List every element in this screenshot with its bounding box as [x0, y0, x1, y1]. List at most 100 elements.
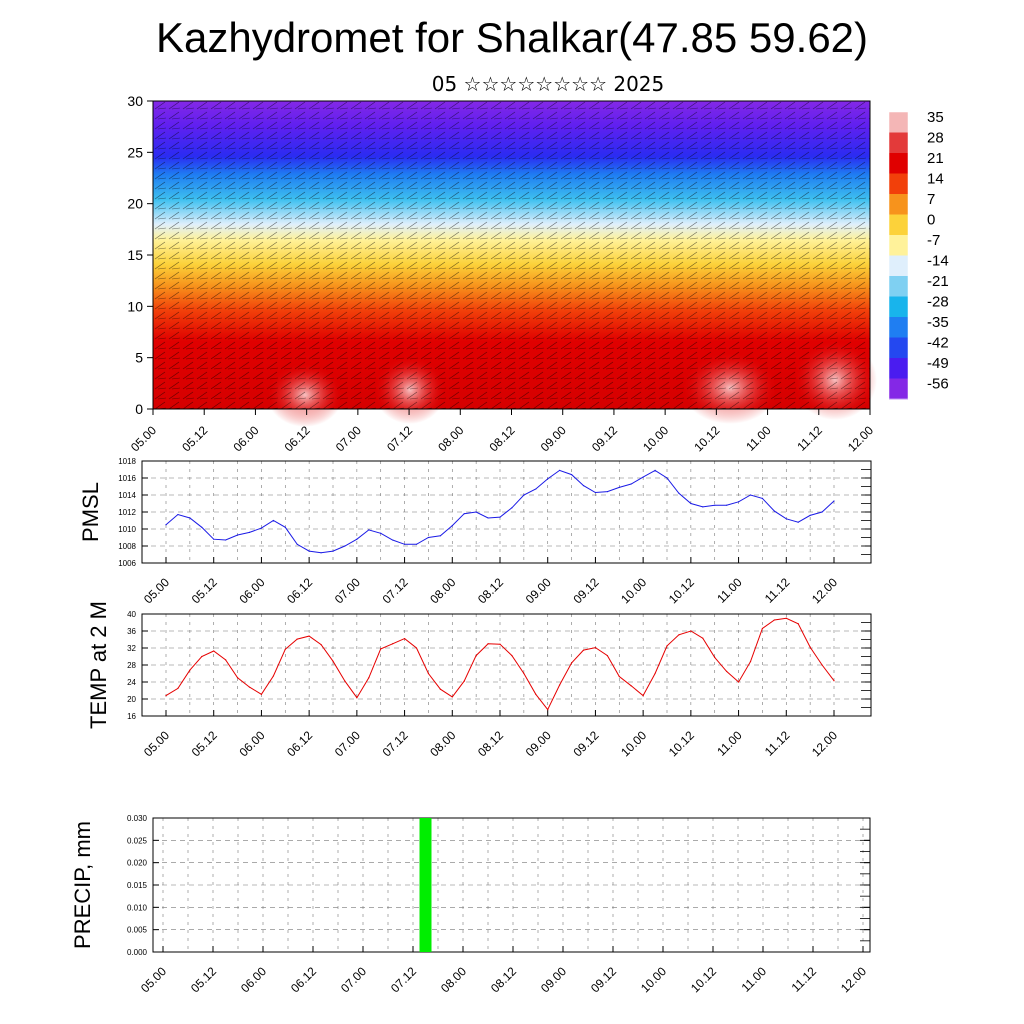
- data-point: [380, 532, 382, 534]
- data-point: [320, 552, 322, 554]
- y-tick-label: 1016: [118, 474, 136, 483]
- data-point: [630, 483, 632, 485]
- colorbar-swatch: [889, 214, 908, 236]
- data-point: [427, 536, 430, 539]
- precip-axes: 0.000 0.005 0.010 0.015 0.020 0.025 0.030 05.00…: [127, 814, 870, 995]
- chart-subtitle: 05 ☆☆☆☆☆☆☆☆ 2025: [431, 72, 665, 96]
- data-point: [642, 695, 644, 697]
- x-tick-label: 07.00: [338, 964, 369, 995]
- data-point: [809, 514, 811, 517]
- data-point: [809, 646, 811, 648]
- pmsl-grid: [142, 461, 871, 563]
- colorbar-swatch: [889, 255, 908, 277]
- data-point: [761, 627, 764, 630]
- data-point: [547, 709, 549, 711]
- data-point: [749, 661, 752, 663]
- data-point: [678, 492, 680, 494]
- y-tick-label: 24: [127, 678, 136, 687]
- data-point: [714, 656, 716, 658]
- data-point: [785, 617, 787, 619]
- x-tick-label: 09.00: [538, 964, 569, 995]
- data-point: [296, 638, 298, 640]
- wind-barbs-overlay: [153, 101, 870, 409]
- data-point: [618, 675, 620, 678]
- data-point: [308, 635, 310, 637]
- colorbar-label: -49: [927, 355, 949, 372]
- pmsl-series: [165, 469, 835, 554]
- temp-series: [165, 617, 835, 711]
- colorbar-swatch: [889, 378, 908, 400]
- heatmap-y-tick-label: 15: [127, 247, 143, 263]
- pmsl-panel: 1006 1008 1010 1012 1014 1016 1018 05.00 05.12 06…: [78, 457, 872, 606]
- data-point: [511, 655, 513, 657]
- data-point: [582, 649, 585, 651]
- heatmap-x-tick-label: 10.00: [640, 423, 671, 454]
- colorbar-label: -42: [927, 335, 949, 352]
- precip-grid: [153, 818, 870, 952]
- heatmap-x-tick-label: 08.12: [486, 423, 517, 454]
- heatmap-y-axis: 0 5 10 15 20 25 30: [127, 93, 153, 417]
- x-tick-label: 11.12: [789, 964, 820, 995]
- heatmap-x-tick-label: 09.12: [589, 423, 620, 454]
- y-tick-label: 0.005: [127, 926, 148, 935]
- data-point: [165, 695, 167, 697]
- data-point: [320, 644, 322, 646]
- data-point: [690, 630, 692, 632]
- data-point: [213, 538, 215, 540]
- data-point: [344, 545, 346, 547]
- data-point: [451, 696, 453, 698]
- data-point: [499, 516, 501, 518]
- x-tick-label: 05.00: [141, 575, 172, 606]
- data-point: [821, 664, 823, 666]
- data-point: [189, 669, 191, 671]
- data-point: [356, 697, 358, 699]
- data-point: [380, 648, 382, 650]
- data-point: [570, 662, 573, 664]
- data-point: [678, 634, 680, 636]
- data-point: [392, 539, 394, 541]
- colorbar: 35 28 21 14 7 0 -7 -14 -21 -28 -35 -42 -49 -56: [888, 109, 949, 400]
- y-tick-label: 40: [127, 610, 136, 619]
- heatmap-x-tick-label: 11.12: [794, 423, 825, 454]
- x-tick-label: 05.12: [188, 964, 219, 995]
- data-point: [344, 680, 346, 682]
- x-tick-label: 11.12: [762, 728, 793, 759]
- x-tick-label: 08.00: [427, 728, 458, 759]
- data-point: [714, 504, 716, 506]
- colorbar-label: 0: [927, 212, 935, 229]
- data-point: [702, 506, 704, 508]
- x-tick-label: 12.00: [809, 728, 840, 759]
- x-tick-label: 08.00: [427, 575, 458, 606]
- data-point: [415, 647, 418, 649]
- y-tick-label: 0.010: [127, 903, 148, 912]
- y-tick-label: 36: [127, 627, 136, 636]
- data-point: [415, 543, 418, 545]
- data-point: [236, 677, 239, 679]
- data-point: [773, 619, 775, 621]
- data-point: [654, 672, 656, 675]
- data-point: [606, 655, 608, 657]
- temp-grid: [142, 614, 871, 716]
- x-tick-label: 06.00: [238, 964, 269, 995]
- colorbar-label: -14: [927, 253, 949, 270]
- data-point: [272, 675, 274, 677]
- data-point: [403, 638, 406, 640]
- y-tick-label: 0.000: [127, 948, 148, 957]
- x-tick-label: 05.12: [189, 575, 220, 606]
- y-tick-label: 28: [127, 661, 136, 670]
- data-point: [737, 681, 740, 683]
- x-tick-label: 08.12: [475, 575, 506, 606]
- heatmap-x-tick-label: 08.00: [435, 423, 466, 454]
- x-tick-label: 07.12: [388, 964, 419, 995]
- x-tick-label: 08.00: [438, 964, 469, 995]
- data-point: [439, 688, 441, 690]
- x-tick-label: 10.12: [688, 964, 719, 995]
- heatmap-y-tick-label: 10: [127, 298, 143, 314]
- temp-y-axis-label: TEMP at 2 M: [86, 601, 111, 729]
- x-tick-label: 08.12: [475, 728, 506, 759]
- data-point: [392, 643, 394, 645]
- data-point: [654, 469, 656, 471]
- data-point: [582, 485, 585, 487]
- data-point: [690, 502, 692, 505]
- x-tick-label: 12.00: [809, 575, 840, 606]
